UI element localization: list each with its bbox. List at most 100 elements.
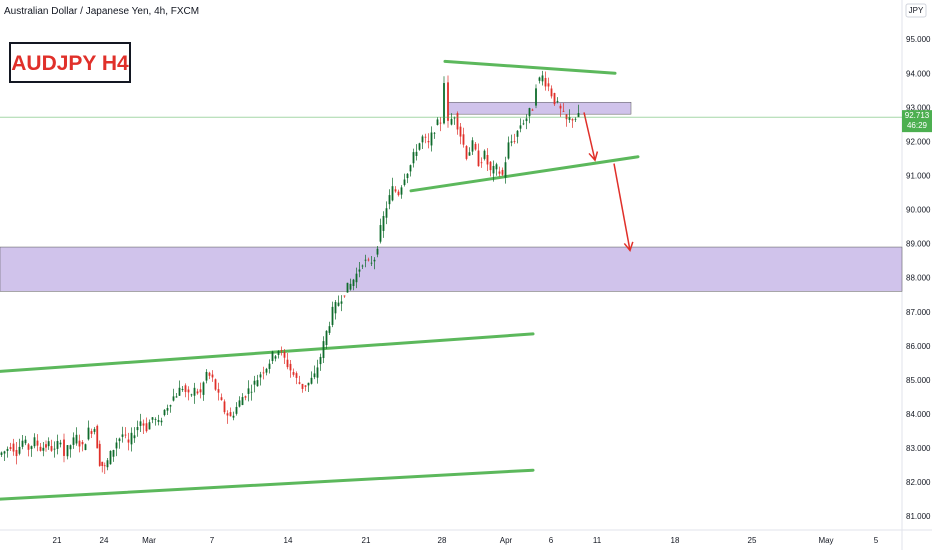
- candle-body: [462, 134, 465, 145]
- candle-body: [501, 169, 504, 175]
- price-tick-label: 88.000: [906, 274, 931, 283]
- candle-body: [172, 396, 175, 401]
- candle-body: [544, 78, 547, 87]
- candle-body: [403, 179, 406, 185]
- candle-body: [519, 125, 522, 129]
- trendline: [0, 468, 535, 501]
- candle-body: [447, 82, 449, 121]
- candle-body: [394, 189, 397, 192]
- candle-body: [154, 419, 157, 420]
- candle-body: [90, 431, 93, 434]
- price-tick-label: 89.000: [906, 240, 931, 249]
- candle-body: [47, 441, 50, 447]
- candle-body: [66, 445, 69, 457]
- candle-body: [334, 302, 337, 314]
- candle-body: [525, 118, 528, 122]
- price-tick-label: 85.000: [906, 376, 931, 385]
- time-tick-label: 18: [671, 536, 680, 545]
- candle-body: [382, 216, 385, 231]
- time-tick-label: 6: [549, 536, 554, 545]
- candle-body: [175, 396, 178, 398]
- candle-body: [265, 368, 268, 373]
- candle-body: [160, 420, 163, 423]
- candle-body: [72, 437, 75, 445]
- supply-demand-zone: [447, 101, 632, 115]
- candle-body: [355, 273, 358, 283]
- candle-body: [430, 132, 433, 146]
- candle-body: [331, 306, 334, 325]
- projection-arrow-head: [623, 241, 634, 252]
- candle-body: [415, 151, 418, 156]
- candle-body: [121, 434, 124, 437]
- candles-layer: [0, 70, 580, 474]
- candle-body: [59, 442, 62, 445]
- candle-body: [516, 130, 519, 137]
- candle-body: [84, 444, 87, 451]
- candle-body: [21, 440, 24, 447]
- candle-body: [450, 118, 453, 125]
- candle-body: [459, 126, 462, 137]
- candle-body: [283, 352, 286, 358]
- currency-label: JPY: [909, 6, 924, 15]
- candle-body: [433, 132, 436, 134]
- current-price-value: 92.713: [905, 111, 930, 120]
- candle-body: [271, 351, 274, 362]
- time-tick-label: 24: [100, 536, 109, 545]
- candle-body: [424, 136, 427, 138]
- currency-badge[interactable]: [905, 3, 927, 18]
- candle-body: [486, 154, 489, 165]
- candle-body: [262, 372, 265, 374]
- candle-body: [130, 432, 133, 445]
- candle-body: [15, 449, 18, 457]
- candle-body: [562, 110, 565, 112]
- time-tick-label: 25: [748, 536, 757, 545]
- trendlines-layer: [0, 59, 640, 501]
- candle-body: [292, 372, 295, 375]
- time-tick-label: 21: [362, 536, 371, 545]
- time-tick-label: 7: [210, 536, 215, 545]
- candle-body: [250, 391, 253, 393]
- candle-body: [178, 387, 181, 396]
- time-tick-label: Mar: [142, 536, 156, 545]
- current-price-tag: [902, 110, 932, 133]
- candle-body: [166, 408, 169, 411]
- candle-body: [541, 75, 544, 82]
- candle-body: [101, 461, 104, 466]
- candle-body: [418, 143, 421, 150]
- candle-body: [148, 422, 151, 430]
- candle-body: [388, 195, 391, 205]
- candle-body: [495, 164, 498, 170]
- time-tick-label: 14: [284, 536, 293, 545]
- candle-body: [232, 415, 235, 418]
- candle-body: [559, 105, 562, 109]
- candle-body: [6, 448, 9, 451]
- candle-body: [139, 421, 142, 426]
- candle-body: [307, 382, 310, 386]
- candle-body: [268, 363, 271, 369]
- candle-body: [202, 382, 205, 395]
- candle-body: [18, 446, 21, 454]
- candle-body: [214, 379, 217, 390]
- candle-body: [397, 191, 400, 196]
- candle-body: [370, 262, 373, 264]
- price-tick-label: 90.000: [906, 206, 931, 215]
- candle-body: [346, 282, 349, 293]
- candle-body: [391, 186, 394, 201]
- trendline: [0, 332, 535, 373]
- candle-body: [439, 122, 442, 124]
- candle-body: [205, 371, 208, 381]
- candle-body: [568, 117, 571, 120]
- candle-body: [443, 83, 445, 124]
- candle-body: [328, 326, 331, 333]
- candle-body: [480, 162, 483, 164]
- candle-body: [400, 187, 403, 195]
- candle-body: [361, 265, 364, 267]
- candle-body: [190, 394, 193, 396]
- candle-body: [504, 162, 507, 178]
- candle-body: [63, 439, 65, 456]
- candle-body: [409, 165, 412, 172]
- candle-body: [489, 161, 492, 171]
- candle-body: [577, 112, 580, 118]
- candle-body: [550, 88, 553, 97]
